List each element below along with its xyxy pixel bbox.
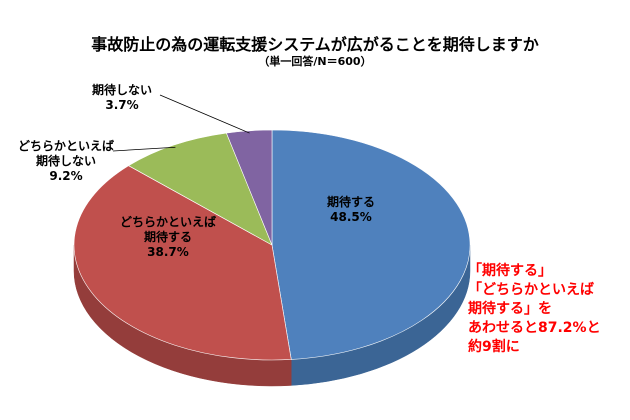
slice-labels: 期待する48.5%どちらかといえば期待する38.7%どちらかといえば期待しない9… [18, 82, 375, 259]
slice-value-label: 48.5% [330, 210, 372, 224]
pie-slice [271, 129, 471, 360]
chart-subtitle: （単一回答/N＝600） [258, 55, 372, 68]
pie-slice [73, 165, 292, 361]
slice-category-label: 期待する [144, 229, 192, 244]
callout-note: 「期待する」 「どちらかといえば 期待する」を あわせると87.2%と 約9割に [468, 262, 601, 357]
callout-line: 約9割に [468, 339, 520, 355]
callout-line: 「期待する」 [468, 263, 552, 279]
slice-value-label: 38.7% [147, 245, 189, 259]
slice-category-label: どちらかといえば [120, 214, 216, 229]
slice-category-label: 期待しない [36, 153, 96, 168]
pie-slices [73, 129, 471, 361]
leader-lines [112, 94, 250, 152]
slice-value-label: 3.7% [105, 98, 138, 112]
leader-line [159, 94, 250, 134]
pie-slice [226, 129, 273, 246]
callout-line: 期待する」を [468, 301, 552, 317]
chart-title: 事故防止の為の運転支援システムが広がることを期待しますか [91, 35, 539, 54]
slice-value-label: 9.2% [49, 169, 82, 183]
callout-line: 「どちらかといえば [468, 282, 594, 298]
leader-line [112, 146, 176, 152]
pie-slice [128, 132, 273, 246]
slice-category-label: どちらかといえば [18, 138, 114, 153]
slice-category-label: 期待しない [92, 82, 152, 97]
slice-category-label: 期待する [327, 194, 375, 209]
callout-line: あわせると87.2%と [468, 320, 601, 336]
